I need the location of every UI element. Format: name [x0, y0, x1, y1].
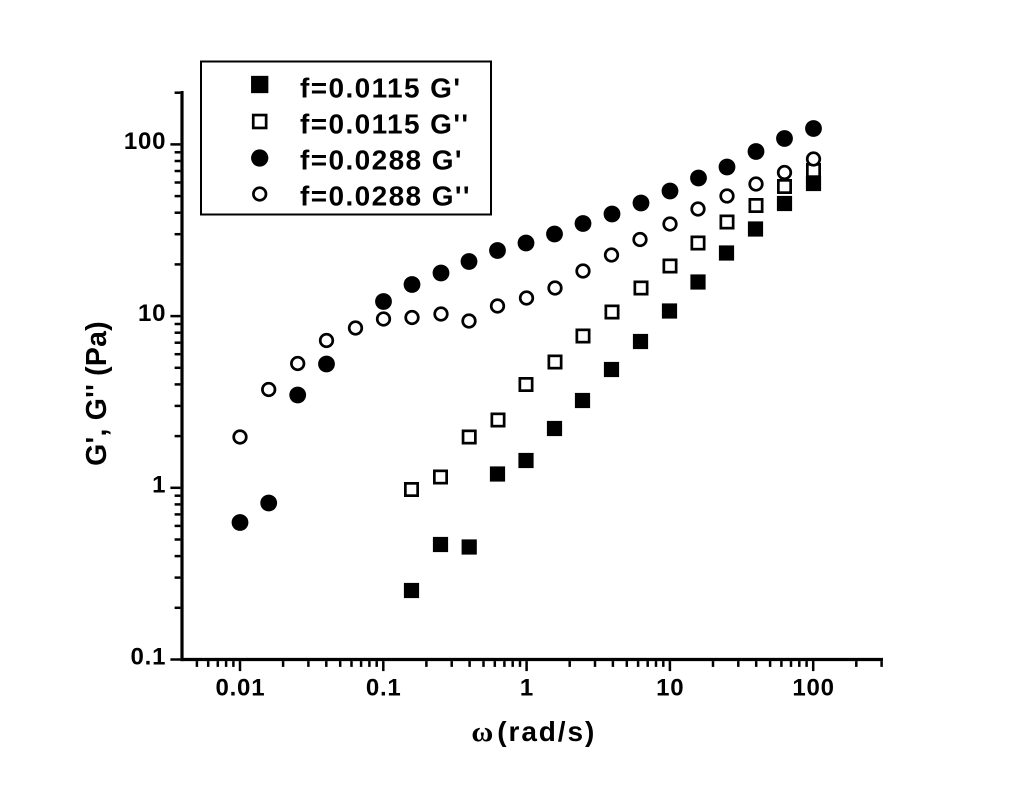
svg-text:(rad/s): (rad/s) — [497, 716, 596, 747]
svg-text:100: 100 — [792, 675, 834, 702]
svg-text:10: 10 — [138, 300, 166, 327]
svg-text:0.1: 0.1 — [366, 675, 402, 702]
svg-text:ω: ω — [471, 717, 493, 748]
svg-text:1: 1 — [520, 675, 534, 702]
svg-text:10: 10 — [656, 675, 684, 702]
svg-text:0.01: 0.01 — [215, 675, 265, 702]
svg-text:f=0.0115 G': f=0.0115 G' — [300, 73, 461, 104]
svg-text:f=0.0115 G'': f=0.0115 G'' — [300, 109, 469, 140]
svg-text:100: 100 — [124, 128, 166, 155]
svg-text:f=0.0288 G': f=0.0288 G' — [300, 145, 463, 176]
svg-text:f=0.0288 G'': f=0.0288 G'' — [300, 181, 471, 212]
svg-text:G', G'' (Pa): G', G'' (Pa) — [81, 321, 113, 466]
svg-text:1: 1 — [152, 472, 166, 499]
svg-text:0.1: 0.1 — [131, 643, 167, 670]
